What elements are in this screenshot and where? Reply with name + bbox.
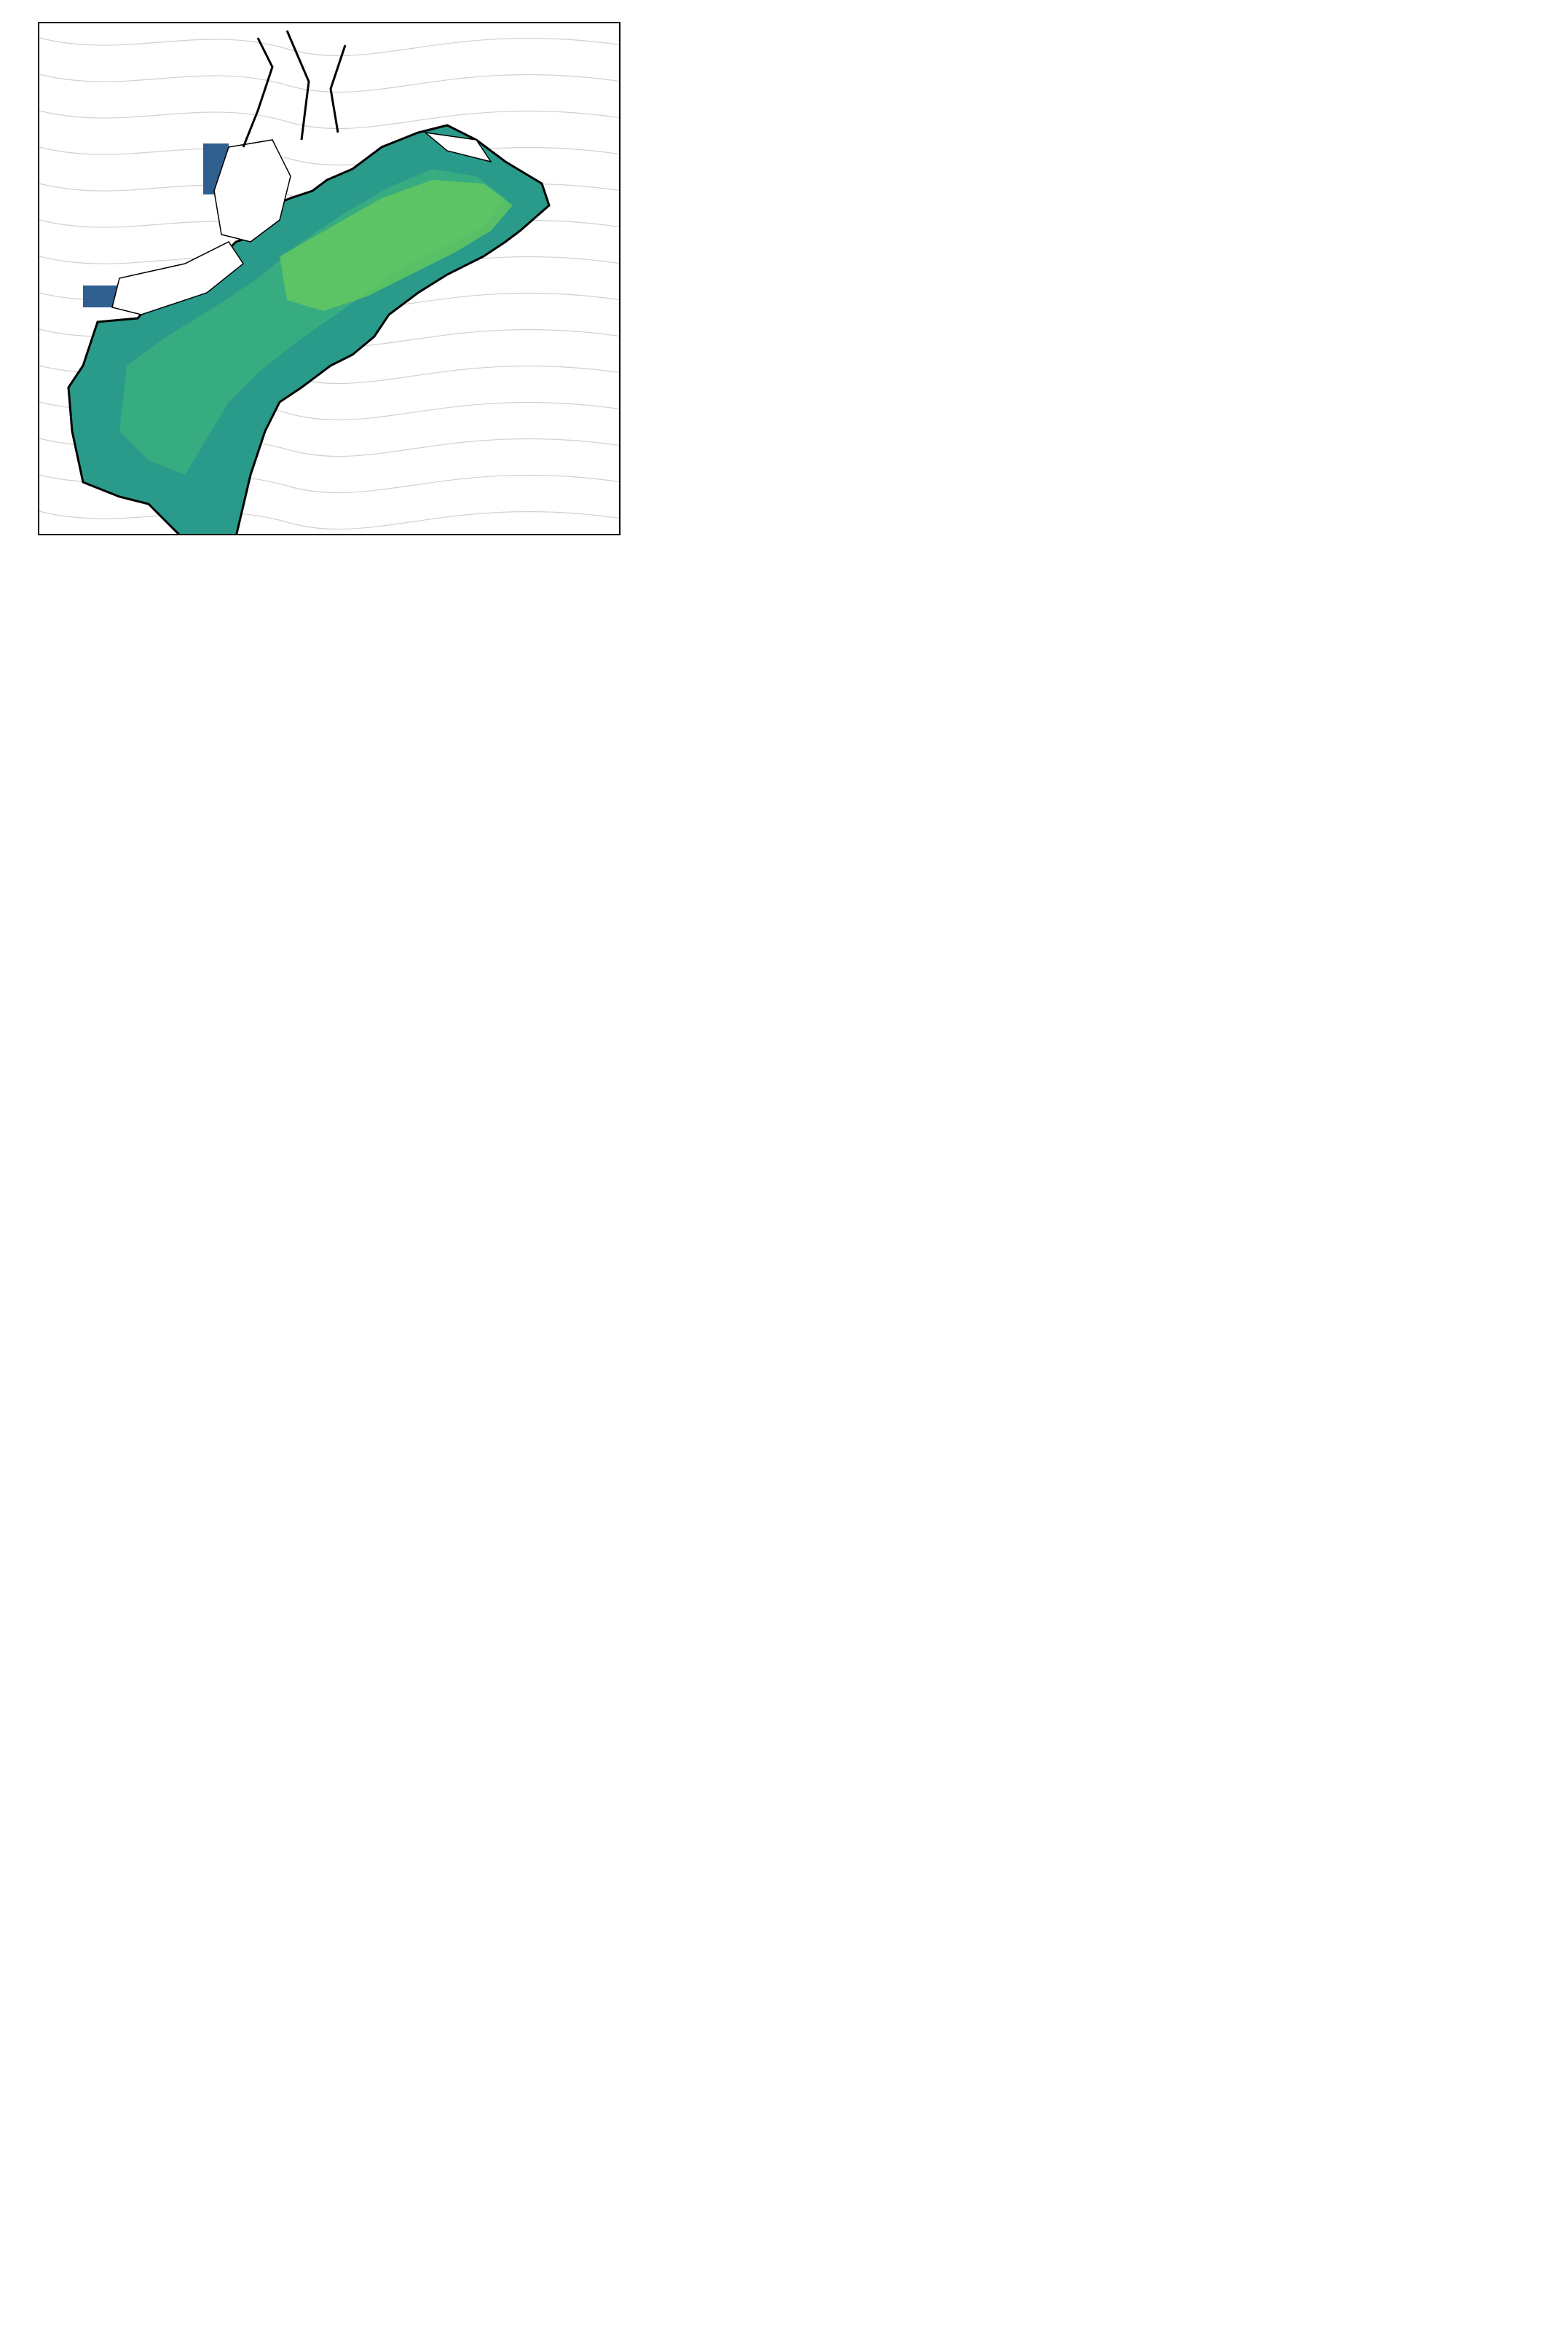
reclaimed-land: [111, 131, 492, 315]
bay-max-field: [280, 180, 513, 311]
map-plot: [39, 30, 619, 534]
rivers: [242, 30, 347, 148]
map-panel: [38, 22, 620, 535]
